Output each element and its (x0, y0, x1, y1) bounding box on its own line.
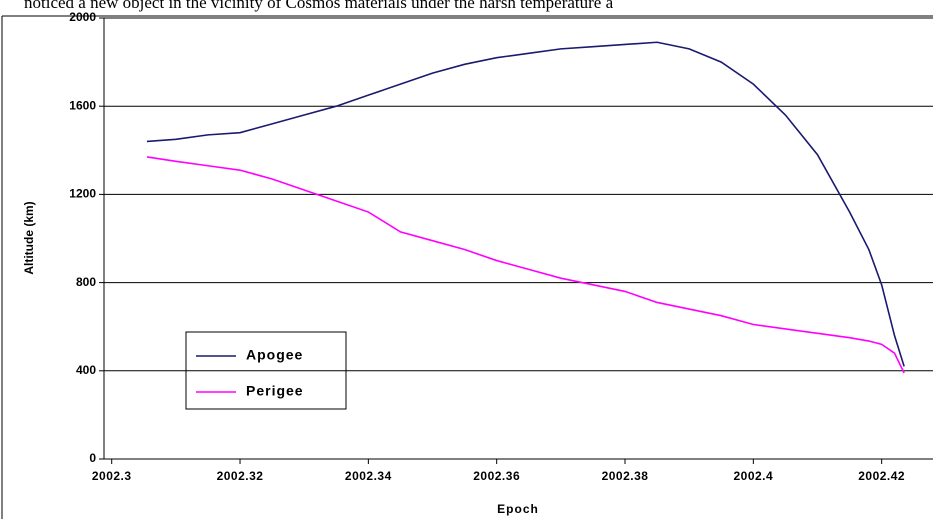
y-tick-label: 800 (76, 275, 96, 289)
y-tick-label: 400 (76, 363, 96, 377)
y-tick-label: 1200 (69, 187, 96, 201)
x-tick-label: 2002.42 (858, 469, 905, 483)
y-tick-label: 1600 (69, 98, 96, 112)
legend-label: Perigee (246, 383, 304, 399)
header-text: noticed a new object in the vicinity of … (24, 0, 614, 12)
y-tick-label: 0 (89, 451, 96, 465)
x-tick-label: 2002.4 (733, 469, 773, 483)
legend-label: Apogee (246, 347, 303, 363)
y-tick-label: 2000 (69, 10, 96, 24)
x-tick-label: 2002.32 (217, 469, 264, 483)
series-line (146, 41, 905, 367)
x-tick-label: 2002.38 (602, 469, 649, 483)
x-axis-label: Epoch (497, 502, 539, 516)
x-tick-label: 2002.34 (345, 469, 392, 483)
x-tick-label: 2002.36 (473, 469, 520, 483)
y-axis-label: Altitude (km) (22, 201, 36, 274)
series-line (146, 156, 905, 374)
x-tick-label: 2002.3 (92, 469, 132, 483)
